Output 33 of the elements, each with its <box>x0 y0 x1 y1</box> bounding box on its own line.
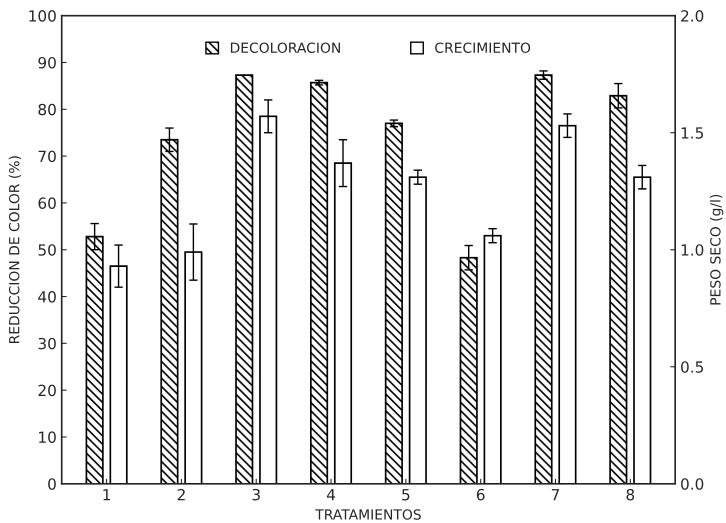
x-tick-label: 3 <box>252 488 260 500</box>
y-tick-label: 100 <box>29 10 56 22</box>
bar <box>534 74 553 484</box>
bar <box>384 122 403 484</box>
y-tick-label: 0 <box>48 478 56 490</box>
y-tick-label: 70 <box>38 150 56 162</box>
legend-label: CRECIMIENTO <box>435 42 530 53</box>
y-axis-title: REDUCCION DE COLOR (%) <box>8 156 22 344</box>
y-tick-label: 50 <box>38 244 56 256</box>
x-tick-label: 4 <box>326 489 336 500</box>
y2-tick-label: 0.5 <box>681 361 704 373</box>
x-tick-label: 7 <box>552 489 560 500</box>
y-tick-label: 60 <box>38 197 56 209</box>
x-tick-label: 1 <box>103 489 110 500</box>
y2-axis-title: PESO SECO (g/l) <box>710 194 724 304</box>
y-tick-label: 40 <box>38 291 56 303</box>
y2-tick-label: 0.0 <box>681 478 704 490</box>
bar <box>310 82 328 484</box>
x-tick-label: 5 <box>402 489 410 500</box>
y2-tick-label: 1.5 <box>682 127 704 139</box>
x-tick-label: 2 <box>178 488 185 500</box>
x-axis-title: TRATAMIENTOS <box>315 509 421 520</box>
y-tick-label: 20 <box>38 384 56 396</box>
x-tick-label: 6 <box>476 488 485 500</box>
bar <box>235 74 254 484</box>
y2-tick-label: 1.0 <box>682 244 704 256</box>
x-tick-label: 8 <box>626 488 634 500</box>
y2-tick-label: 2.0 <box>681 10 704 22</box>
y-tick-label: 10 <box>39 431 56 443</box>
y-tick-label: 80 <box>38 104 56 116</box>
legend-label: DECOLORACION <box>230 42 340 53</box>
y-tick-label: 90 <box>38 56 56 69</box>
y-tick-label: 30 <box>38 338 56 350</box>
